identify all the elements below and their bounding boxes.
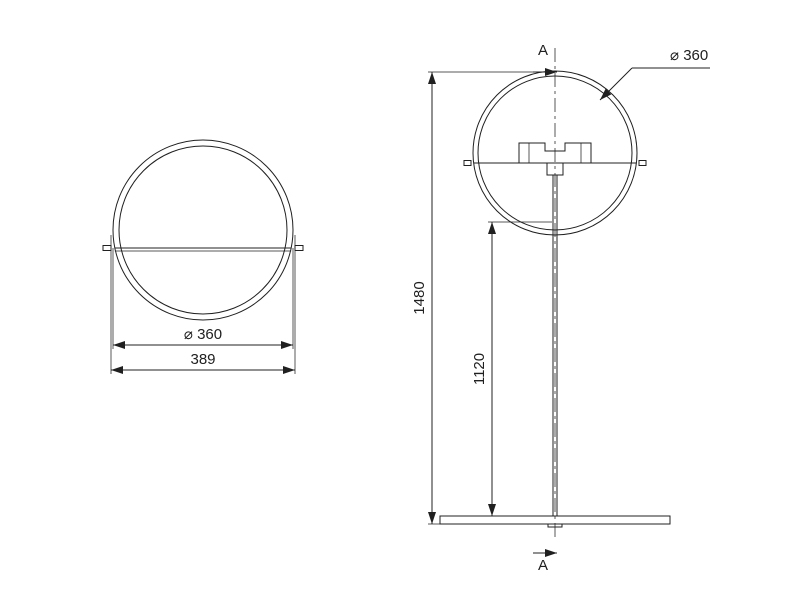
svg-text:A: A <box>538 557 548 574</box>
technical-drawing: ⌀ 360 389 A A ⌀ 360 1480 1120 <box>0 0 800 600</box>
side-view: A A ⌀ 360 1480 1120 <box>411 42 710 574</box>
svg-text:A: A <box>538 42 548 59</box>
svg-text:1480: 1480 <box>411 281 428 314</box>
svg-text:389: 389 <box>190 351 215 368</box>
top-view: ⌀ 360 389 <box>103 140 303 374</box>
svg-text:1120: 1120 <box>471 353 488 385</box>
svg-text:⌀ 360: ⌀ 360 <box>184 326 222 343</box>
svg-text:⌀ 360: ⌀ 360 <box>670 47 708 64</box>
